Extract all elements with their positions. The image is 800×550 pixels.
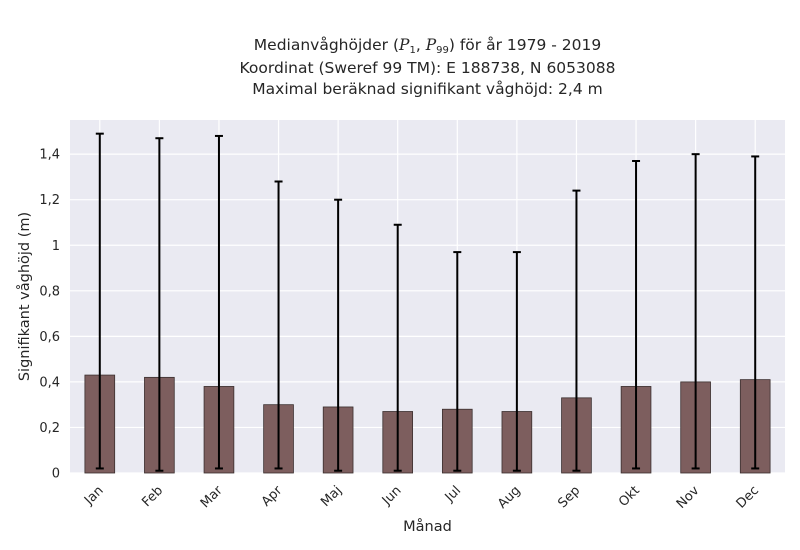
y-tick-label: 1,2	[39, 193, 60, 208]
plot-area	[70, 120, 785, 473]
x-tick-label: Nov	[674, 483, 703, 512]
y-tick-label: 0,2	[39, 421, 60, 436]
x-tick-label: Maj	[318, 483, 345, 510]
x-tick-label: Jun	[379, 483, 405, 509]
x-tick-label: Dec	[734, 483, 762, 511]
y-tick-label: 0,4	[39, 375, 60, 390]
chart-title-line3: Maximal beräknad signifikant våghöjd: 2,…	[252, 80, 603, 98]
x-tick-label: Okt	[616, 483, 643, 510]
x-tick-label: Sep	[555, 483, 583, 511]
x-tick-label: Jan	[81, 483, 106, 508]
y-tick-labels: 0 0,2 0,4 0,6 0,8 1 1,2 1,4	[39, 148, 60, 482]
y-tick-label: 0,8	[39, 284, 60, 299]
chart-title-line2: Koordinat (Sweref 99 TM): E 188738, N 60…	[239, 59, 616, 77]
y-axis-label: Signifikant våghöjd (m)	[16, 212, 33, 381]
y-tick-label: 0	[52, 467, 60, 482]
x-tick-label: Jul	[442, 483, 464, 505]
y-tick-label: 0,6	[39, 330, 60, 345]
x-tick-labels: Jan Feb Mar Apr Maj Jun Jul Aug Sep Okt Nov Dec	[81, 483, 762, 512]
x-tick-label: Aug	[495, 483, 524, 512]
x-axis-label: Månad	[403, 518, 452, 535]
x-tick-label: Apr	[259, 483, 286, 510]
x-tick-label: Mar	[198, 483, 226, 511]
y-tick-label: 1	[52, 239, 60, 254]
x-tick-label: Feb	[139, 483, 166, 510]
error-bars	[95, 132, 760, 472]
chart-title-line1: Medianvåghöjder (P1, P99) för år 1979 - …	[253, 36, 602, 56]
y-tick-label: 1,4	[39, 148, 60, 163]
